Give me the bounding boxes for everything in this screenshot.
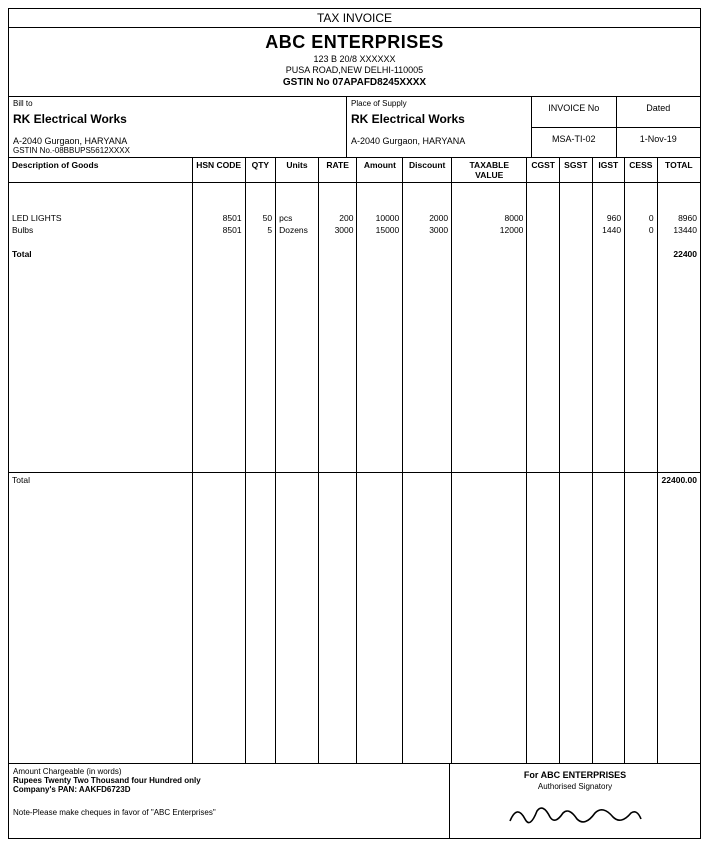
supply-name: RK Electrical Works bbox=[351, 112, 527, 126]
items-table: Description of Goods HSN CODE QTY Units … bbox=[9, 157, 700, 763]
row1-igst: 1440 bbox=[596, 225, 622, 235]
supply-label: Place of Supply bbox=[351, 99, 527, 108]
row0-desc: LED LIGHTS bbox=[12, 213, 189, 223]
for-company: For ABC ENTERPRISES bbox=[454, 770, 696, 780]
cell-units: pcs Dozens bbox=[276, 183, 319, 473]
footer-left: Amount Chargeable (in words) Rupees Twen… bbox=[9, 764, 449, 838]
dated-label: Dated bbox=[616, 97, 701, 127]
bill-to-label: Bill to bbox=[13, 99, 342, 108]
amount-words-label: Amount Chargeable (in words) bbox=[13, 767, 445, 776]
col-units: Units bbox=[276, 158, 319, 183]
col-cess: CESS bbox=[625, 158, 658, 183]
supply-block: Place of Supply RK Electrical Works A-20… bbox=[346, 97, 531, 157]
grand-total-value: 22400.00 bbox=[657, 473, 700, 763]
company-addr2: PUSA ROAD,NEW DELHI-110005 bbox=[9, 65, 700, 75]
row0-cess: 0 bbox=[628, 213, 654, 223]
row0-hsn: 8501 bbox=[196, 213, 242, 223]
company-pan: Company's PAN: AAKFD6723D bbox=[13, 785, 445, 794]
row1-amount: 15000 bbox=[360, 225, 399, 235]
body-total-value: 22400 bbox=[661, 249, 697, 259]
row0-rate: 200 bbox=[322, 213, 354, 223]
row1-taxable: 12000 bbox=[455, 225, 523, 235]
row1-total: 13440 bbox=[661, 225, 697, 235]
row0-qty: 50 bbox=[249, 213, 273, 223]
row1-desc: Bulbs bbox=[12, 225, 189, 235]
row1-rate: 3000 bbox=[322, 225, 354, 235]
grand-total-label: Total bbox=[9, 473, 192, 763]
row0-total: 8960 bbox=[661, 213, 697, 223]
cell-total: 8960 13440 22400 bbox=[657, 183, 700, 473]
amount-words: Rupees Twenty Two Thousand four Hundred … bbox=[13, 776, 445, 785]
col-hsn: HSN CODE bbox=[192, 158, 245, 183]
row1-qty: 5 bbox=[249, 225, 273, 235]
col-desc: Description of Goods bbox=[9, 158, 192, 183]
cell-cess: 0 0 bbox=[625, 183, 658, 473]
cell-discount: 2000 3000 bbox=[403, 183, 452, 473]
grand-total-row: Total 22400.00 bbox=[9, 473, 700, 763]
bill-to-block: Bill to RK Electrical Works A-2040 Gurga… bbox=[9, 97, 346, 157]
col-qty: QTY bbox=[245, 158, 276, 183]
items-body-row: LED LIGHTS Bulbs Total 8501 8501 50 5 bbox=[9, 183, 700, 473]
cell-igst: 960 1440 bbox=[592, 183, 625, 473]
row1-units: Dozens bbox=[279, 225, 315, 235]
signature-image bbox=[454, 799, 696, 834]
cell-rate: 200 3000 bbox=[318, 183, 357, 473]
body-total-label: Total bbox=[12, 249, 189, 259]
col-discount: Discount bbox=[403, 158, 452, 183]
company-addr1: 123 B 20/8 XXXXXX bbox=[9, 54, 700, 64]
cell-amount: 10000 15000 bbox=[357, 183, 403, 473]
supply-addr: A-2040 Gurgaon, HARYANA bbox=[351, 136, 527, 146]
footer-note: Note-Please make cheques in favor of "AB… bbox=[13, 808, 445, 817]
row0-taxable: 8000 bbox=[455, 213, 523, 223]
bill-to-name: RK Electrical Works bbox=[13, 112, 342, 126]
col-amount: Amount bbox=[357, 158, 403, 183]
col-total: TOTAL bbox=[657, 158, 700, 183]
row0-discount: 2000 bbox=[406, 213, 448, 223]
cell-sgst bbox=[559, 183, 592, 473]
company-header: ABC ENTERPRISES 123 B 20/8 XXXXXX PUSA R… bbox=[9, 28, 700, 96]
col-cgst: CGST bbox=[527, 158, 560, 183]
meta-box: INVOICE No Dated MSA-TI-02 1-Nov-19 bbox=[531, 97, 700, 157]
bill-to-addr: A-2040 Gurgaon, HARYANA bbox=[13, 136, 342, 146]
doc-title: TAX INVOICE bbox=[9, 9, 700, 28]
row1-discount: 3000 bbox=[406, 225, 448, 235]
row0-units: pcs bbox=[279, 213, 315, 223]
table-header-row: Description of Goods HSN CODE QTY Units … bbox=[9, 158, 700, 183]
cell-desc: LED LIGHTS Bulbs Total bbox=[9, 183, 192, 473]
cell-cgst bbox=[527, 183, 560, 473]
cell-taxable: 8000 12000 bbox=[452, 183, 527, 473]
row1-hsn: 8501 bbox=[196, 225, 242, 235]
party-info-row: Bill to RK Electrical Works A-2040 Gurga… bbox=[9, 96, 700, 157]
invoice-no-value: MSA-TI-02 bbox=[532, 128, 616, 158]
row0-amount: 10000 bbox=[360, 213, 399, 223]
auth-signatory-label: Authorised Signatory bbox=[454, 782, 696, 791]
col-igst: IGST bbox=[592, 158, 625, 183]
col-sgst: SGST bbox=[559, 158, 592, 183]
invoice-no-label: INVOICE No bbox=[532, 97, 616, 127]
col-taxable: TAXABLE VALUE bbox=[452, 158, 527, 183]
row0-igst: 960 bbox=[596, 213, 622, 223]
bill-to-gstin: GSTIN No.-08BBUPS5612XXXX bbox=[13, 146, 342, 155]
cell-qty: 50 5 bbox=[245, 183, 276, 473]
company-gstin: GSTIN No 07APAFD8245XXXX bbox=[9, 77, 700, 88]
cell-hsn: 8501 8501 bbox=[192, 183, 245, 473]
footer-right: For ABC ENTERPRISES Authorised Signatory bbox=[449, 764, 700, 838]
footer: Amount Chargeable (in words) Rupees Twen… bbox=[9, 763, 700, 838]
invoice-container: TAX INVOICE ABC ENTERPRISES 123 B 20/8 X… bbox=[8, 8, 701, 839]
dated-value: 1-Nov-19 bbox=[616, 128, 701, 158]
col-rate: RATE bbox=[318, 158, 357, 183]
company-name: ABC ENTERPRISES bbox=[9, 32, 700, 53]
row1-cess: 0 bbox=[628, 225, 654, 235]
